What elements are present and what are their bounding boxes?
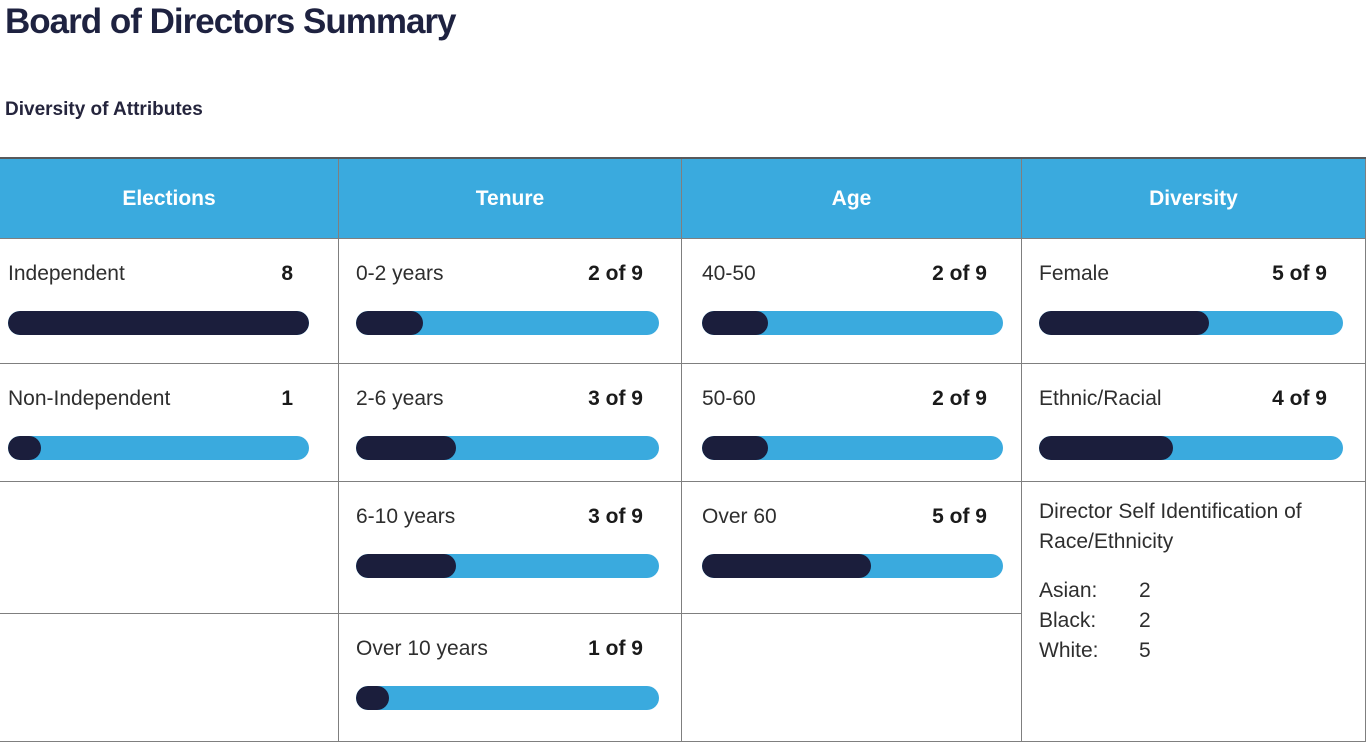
note-label: Black: — [1039, 609, 1097, 632]
self-identification-note: Director Self Identification of Race/Eth… — [1022, 482, 1365, 741]
metric-cell-non-independent: Non-Independent 1 — [0, 364, 338, 482]
metric-cell-2-6-years: 2-6 years 3 of 9 — [339, 364, 681, 482]
metric-cell-female: Female 5 of 9 — [1022, 239, 1365, 364]
progress-bar-track — [8, 311, 309, 335]
metric-label: Over 60 — [702, 505, 777, 528]
note-list: Asian: 2 Black: 2 White: 5 — [1039, 576, 1345, 666]
column-tenure: Tenure 0-2 years 2 of 9 2-6 years 3 of 9 — [339, 159, 682, 741]
metric-label-row: Independent 8 — [8, 239, 309, 286]
metric-cell-independent: Independent 8 — [0, 239, 338, 364]
metric-value: 2 of 9 — [588, 262, 643, 285]
diversity-attributes-table: Elections Independent 8 Non-Independent … — [0, 157, 1366, 742]
progress-bar-fill — [702, 554, 871, 578]
metric-label: Non-Independent — [8, 387, 171, 410]
progress-bar-fill — [356, 436, 456, 460]
metric-cell-over-10-years: Over 10 years 1 of 9 — [339, 614, 681, 741]
metric-value: 5 of 9 — [932, 505, 987, 528]
metric-label: 2-6 years — [356, 387, 444, 410]
metric-value: 1 of 9 — [588, 637, 643, 660]
progress-bar-fill — [1039, 436, 1173, 460]
metric-value: 1 — [281, 387, 293, 410]
progress-bar-track — [1039, 311, 1343, 335]
progress-bar-fill — [702, 436, 769, 460]
metric-label: Female — [1039, 262, 1110, 285]
section-subtitle: Diversity of Attributes — [5, 99, 203, 120]
progress-bar-fill — [356, 686, 390, 710]
metric-label: Over 10 years — [356, 637, 488, 660]
metric-label: 0-2 years — [356, 262, 444, 285]
column-diversity: Diversity Female 5 of 9 Ethnic/Racial 4 … — [1022, 159, 1366, 741]
note-row-black: Black: 2 — [1039, 606, 1345, 636]
column-header-tenure: Tenure — [339, 159, 681, 239]
metric-value: 2 of 9 — [932, 262, 987, 285]
progress-bar-track — [356, 554, 659, 578]
metric-label-row: 40-50 2 of 9 — [702, 239, 1003, 286]
empty-cell — [0, 614, 338, 741]
progress-bar-fill — [8, 311, 309, 335]
metric-cell-50-60: 50-60 2 of 9 — [682, 364, 1021, 482]
metric-value: 3 of 9 — [588, 505, 643, 528]
metric-value: 8 — [281, 262, 293, 285]
metric-label: 6-10 years — [356, 505, 456, 528]
metric-label-row: Female 5 of 9 — [1039, 239, 1343, 286]
metric-label-row: 50-60 2 of 9 — [702, 364, 1003, 411]
note-value: 2 — [1139, 579, 1151, 602]
note-label: Asian: — [1039, 579, 1098, 602]
metric-label: 40-50 — [702, 262, 756, 285]
note-value: 5 — [1139, 639, 1151, 662]
metric-cell-6-10-years: 6-10 years 3 of 9 — [339, 482, 681, 614]
empty-cell — [0, 482, 338, 614]
metric-label-row: Over 60 5 of 9 — [702, 482, 1003, 529]
progress-bar-fill — [8, 436, 42, 460]
column-header-diversity: Diversity — [1022, 159, 1365, 239]
metric-value: 3 of 9 — [588, 387, 643, 410]
note-title: Director Self Identification of Race/Eth… — [1039, 500, 1302, 553]
progress-bar-fill — [356, 311, 423, 335]
note-row-white: White: 5 — [1039, 636, 1345, 666]
column-header-age: Age — [682, 159, 1021, 239]
metric-value: 5 of 9 — [1272, 262, 1327, 285]
progress-bar-track — [356, 686, 659, 710]
progress-bar-track — [702, 311, 1003, 335]
page-title: Board of Directors Summary — [5, 2, 457, 41]
note-label: White: — [1039, 639, 1099, 662]
metric-cell-0-2-years: 0-2 years 2 of 9 — [339, 239, 681, 364]
empty-cell — [682, 614, 1021, 741]
column-elections: Elections Independent 8 Non-Independent … — [0, 159, 339, 741]
metric-cell-over-60: Over 60 5 of 9 — [682, 482, 1021, 614]
metric-cell-ethnic-racial: Ethnic/Racial 4 of 9 — [1022, 364, 1365, 482]
metric-value: 4 of 9 — [1272, 387, 1327, 410]
note-row-asian: Asian: 2 — [1039, 576, 1345, 606]
progress-bar-fill — [356, 554, 456, 578]
progress-bar-track — [702, 554, 1003, 578]
metric-cell-40-50: 40-50 2 of 9 — [682, 239, 1021, 364]
metric-label-row: Over 10 years 1 of 9 — [356, 614, 659, 661]
note-value: 2 — [1139, 609, 1151, 632]
column-age: Age 40-50 2 of 9 50-60 2 of 9 — [682, 159, 1022, 741]
metric-value: 2 of 9 — [932, 387, 987, 410]
metric-label: Independent — [8, 262, 125, 285]
progress-bar-fill — [702, 311, 769, 335]
progress-bar-track — [702, 436, 1003, 460]
metric-label-row: 0-2 years 2 of 9 — [356, 239, 659, 286]
metric-label-row: 6-10 years 3 of 9 — [356, 482, 659, 529]
progress-bar-track — [356, 311, 659, 335]
metric-label-row: 2-6 years 3 of 9 — [356, 364, 659, 411]
metric-label: 50-60 — [702, 387, 756, 410]
progress-bar-track — [8, 436, 309, 460]
metric-label-row: Non-Independent 1 — [8, 364, 309, 411]
progress-bar-track — [1039, 436, 1343, 460]
column-header-elections: Elections — [0, 159, 338, 239]
progress-bar-fill — [1039, 311, 1210, 335]
progress-bar-track — [356, 436, 659, 460]
metric-label: Ethnic/Racial — [1039, 387, 1162, 410]
metric-label-row: Ethnic/Racial 4 of 9 — [1039, 364, 1343, 411]
